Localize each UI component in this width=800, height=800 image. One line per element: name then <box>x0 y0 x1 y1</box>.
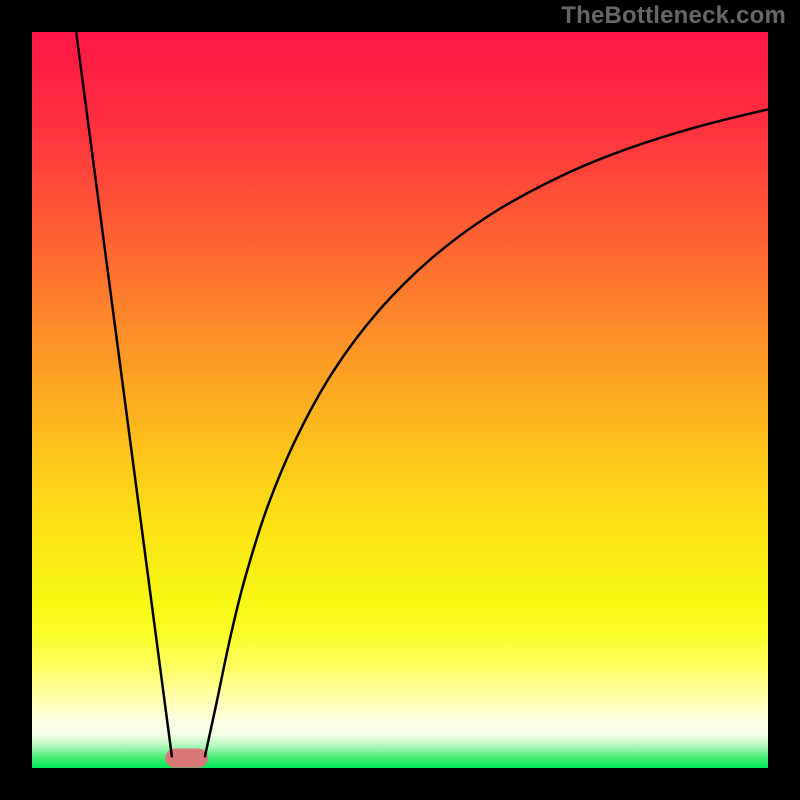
gradient-background <box>32 32 768 768</box>
plot-area <box>32 32 768 768</box>
watermark-text: TheBottleneck.com <box>561 2 786 30</box>
plot-svg <box>32 32 768 768</box>
chart-container: TheBottleneck.com <box>0 0 800 800</box>
